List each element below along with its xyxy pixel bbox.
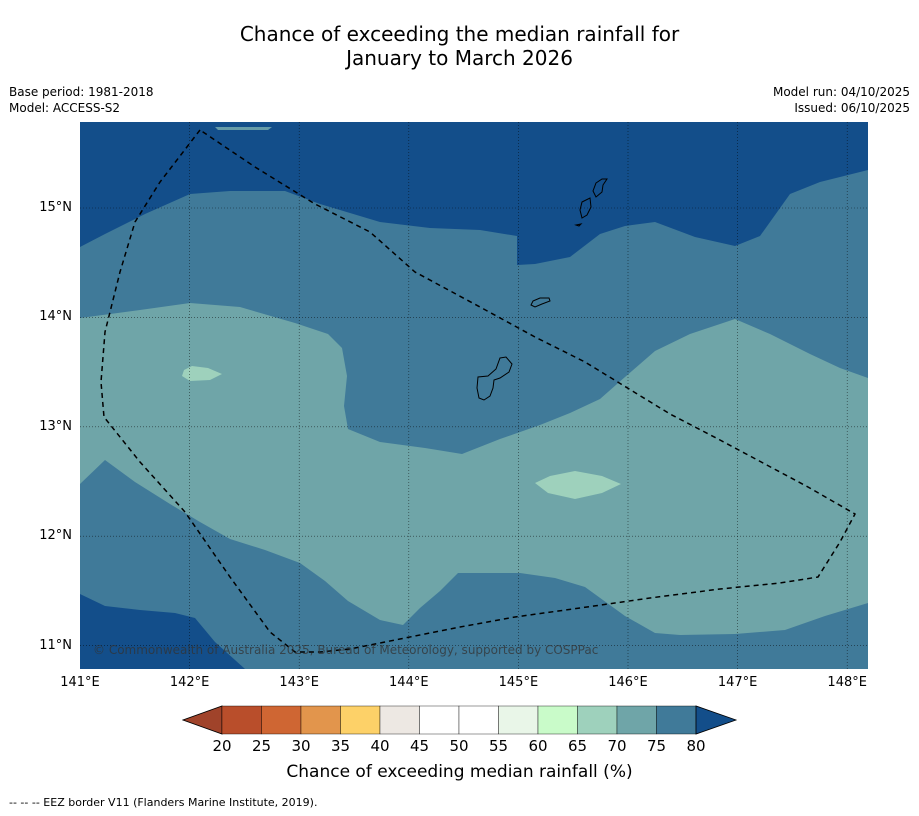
issued-text: Issued: 06/10/2025 [794,101,910,115]
longitude-label: 147°E [717,675,758,690]
colorbar [181,704,738,736]
tinian-island [579,197,592,219]
longitude-label: 141°E [60,675,100,690]
longitude-label: 145°E [498,675,539,690]
longitude-label: 142°E [169,675,210,690]
guam-island [476,356,513,401]
colorbar-segment [616,705,657,735]
longitude-label: 143°E [279,675,319,690]
colorbar-tick-label: 20 [212,737,232,755]
title-line-1: Chance of exceeding the median rainfall … [239,22,680,46]
gridlines [80,122,868,669]
eez-footnote: -- -- -- EEZ border V11 (Flanders Marine… [9,796,318,809]
colorbar-segment [221,705,262,735]
colorbar-tick-label: 40 [370,737,390,755]
colorbar-tick-label: 50 [449,737,469,755]
colorbar-segment [498,705,539,735]
colorbar-segment [300,705,341,735]
colorbar-svg [181,705,738,735]
colorbar-tick-label: 45 [409,737,430,755]
colorbar-tick-label: 75 [646,737,667,755]
aguijan-island [574,223,583,227]
meta-right: Model run: 04/10/2025 Issued: 06/10/2025 [773,84,910,116]
colorbar-tick-label: 65 [567,737,588,755]
region-light-strip [215,127,272,130]
map-canvas [80,122,868,669]
saipan-island [592,178,608,198]
region-65-east [535,471,621,499]
rota-island [530,297,551,308]
colorbar-segment [379,705,420,735]
copyright-text: © Commonwealth of Australia 2025, Bureau… [93,643,599,657]
meta-left: Base period: 1981-2018 Model: ACCESS-S2 [9,84,154,116]
colorbar-tick-label: 30 [291,737,311,755]
colorbar-segment [458,705,499,735]
colorbar-tick-label: 70 [607,737,627,755]
eez-border [100,128,857,653]
longitude-label: 148°E [827,675,867,690]
colorbar-tick-label: 35 [330,737,351,755]
colorbar-tick-label: 60 [528,737,548,755]
latitude-label: 15°N [39,200,72,215]
colorbar-extend-high [695,705,738,735]
region-80-south [80,594,245,669]
region-70-center [80,303,868,635]
colorbar-label: Chance of exceeding median rainfall (%) [286,762,633,782]
region-65-west [182,366,222,381]
colorbar-extend-low [181,705,223,735]
colorbar-tick-label: 80 [686,737,706,755]
colorbar-segment [537,705,578,735]
title-line-2: January to March 2026 [346,46,573,70]
colorbar-segment [577,705,618,735]
colorbar-segment [419,705,460,735]
latitude-label: 14°N [39,309,72,325]
rainfall-map: © Commonwealth of Australia 2025, Bureau… [80,122,868,669]
model-run-text: Model run: 04/10/2025 [772,85,910,99]
model-text: Model: ACCESS-S2 [9,101,121,115]
chart-title: Chance of exceeding the median rainfall … [0,22,919,70]
latitude-label: 11°N [39,637,72,653]
colorbar-segment [261,705,302,735]
longitude-label: 146°E [608,675,648,690]
base-period-text: Base period: 1981-2018 [9,85,154,99]
colorbar-tick-label: 55 [488,737,509,755]
latitude-label: 12°N [39,528,72,544]
latitude-label: 13°N [39,418,72,434]
colorbar-tick-label: 25 [251,737,272,755]
colorbar-segment [656,705,697,735]
colorbar-segment [340,705,381,735]
longitude-label: 144°E [389,675,429,690]
